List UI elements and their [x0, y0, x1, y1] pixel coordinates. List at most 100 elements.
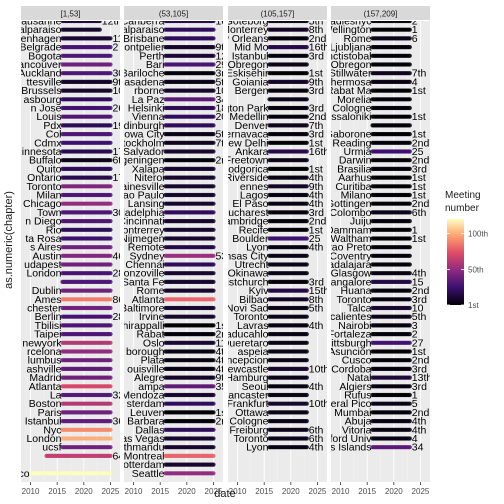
chart-point: [211, 297, 216, 302]
chart-point: [108, 332, 113, 337]
point-count-label: 2: [112, 42, 118, 54]
chart-point: [108, 323, 113, 328]
point-count-label: 19th: [112, 120, 133, 132]
chart-point: [108, 245, 113, 250]
x-tick-label: 2010: [125, 487, 143, 496]
chart-point: [211, 149, 216, 154]
point-count-label: 9th: [112, 76, 127, 88]
chart-point: [211, 227, 216, 232]
chart-point: [211, 314, 216, 319]
point-label: ttesville: [26, 76, 61, 88]
chart-point: [211, 210, 216, 215]
chart-point: [211, 279, 216, 284]
chart-point: [108, 384, 113, 389]
point-count-label: 16th: [309, 146, 330, 158]
chart-point: [108, 45, 113, 50]
chart-point: [108, 288, 113, 293]
chart-point: [108, 140, 113, 145]
chart-point: [108, 471, 113, 476]
chart-point: [211, 271, 216, 276]
chart-point: [108, 349, 113, 354]
chart-point: [108, 114, 113, 119]
point-label: Cdmx: [34, 137, 62, 149]
chart-point: [211, 462, 216, 467]
chart-point: [211, 123, 216, 128]
chart-point: [108, 192, 113, 198]
chart-point: [108, 375, 113, 380]
point-label: Seattle: [132, 468, 165, 480]
chart-point: [211, 201, 216, 206]
point-count-label: 11th: [112, 33, 132, 45]
chart-point: [108, 123, 113, 128]
chart-point: [108, 236, 113, 241]
chart-point: [211, 184, 216, 189]
point-label: Col: [46, 129, 62, 141]
chart-point: [108, 166, 113, 171]
chart-point: [211, 471, 216, 476]
x-tick-label: 2025: [102, 487, 120, 496]
chart-point: [108, 79, 113, 84]
point-count-label: 10th: [112, 85, 133, 97]
chart-point: [108, 97, 113, 102]
chart-point: [304, 62, 309, 67]
chart-point: [211, 288, 216, 293]
chart-point: [211, 445, 216, 450]
point-label: ancouver: [18, 59, 62, 71]
chart-point: [211, 305, 216, 311]
chart-point: [108, 227, 113, 232]
chart-point: [304, 158, 309, 163]
chart-point: [108, 88, 113, 93]
chart-point: [211, 166, 216, 171]
point-count-label: 4th: [309, 242, 324, 254]
point-label: Bergen: [235, 85, 269, 97]
chart-point: [211, 245, 216, 250]
chart-point: [304, 97, 309, 102]
chart-point: [108, 427, 113, 432]
point-count-label: 20: [215, 111, 227, 123]
chart-point: [211, 36, 216, 41]
chart-point: [108, 53, 113, 58]
point-label: n Jose: [31, 102, 62, 114]
chart-point: [108, 358, 113, 363]
chart-point: [304, 262, 309, 267]
chart-point: [108, 62, 113, 67]
point-label: Bogota: [28, 50, 61, 62]
point-count-label: 26th: [112, 102, 133, 114]
point-label: Brussels: [21, 85, 61, 97]
point-count-label: 7th: [215, 137, 230, 149]
facet-strip-label: (105,157]: [261, 10, 295, 19]
chart-point: [211, 436, 216, 441]
point-count-label: 3rd: [309, 85, 324, 97]
point-label: London: [26, 268, 61, 280]
point-count-label: 12th: [102, 16, 123, 28]
chart-point: [108, 71, 113, 76]
chart-point: [304, 253, 309, 258]
point-label: penhagen: [15, 33, 62, 45]
chart-point: [108, 445, 113, 450]
chart-point: [211, 392, 216, 398]
chart-point: [211, 27, 216, 32]
point-label: sco: [13, 468, 30, 480]
chart-point: [108, 132, 113, 137]
chart-point: [108, 105, 113, 111]
x-tick-label: 2010: [22, 487, 40, 496]
point-label: Pdx: [43, 120, 62, 132]
chart-point: [108, 184, 113, 189]
chart-point: [211, 236, 216, 241]
point-count-label: 53: [215, 250, 227, 262]
point-label: Lausanne: [15, 16, 61, 28]
chart-point: [108, 410, 113, 415]
chart-point: [108, 436, 113, 441]
facet-strip: [21, 6, 120, 20]
chart-point: [108, 201, 113, 206]
chart-point: [108, 366, 113, 371]
chart-point: [108, 401, 113, 406]
chart-point: [108, 262, 113, 267]
point-label: alparaiso: [19, 24, 62, 36]
chart-point: [211, 192, 216, 198]
chart-point: [211, 401, 216, 406]
